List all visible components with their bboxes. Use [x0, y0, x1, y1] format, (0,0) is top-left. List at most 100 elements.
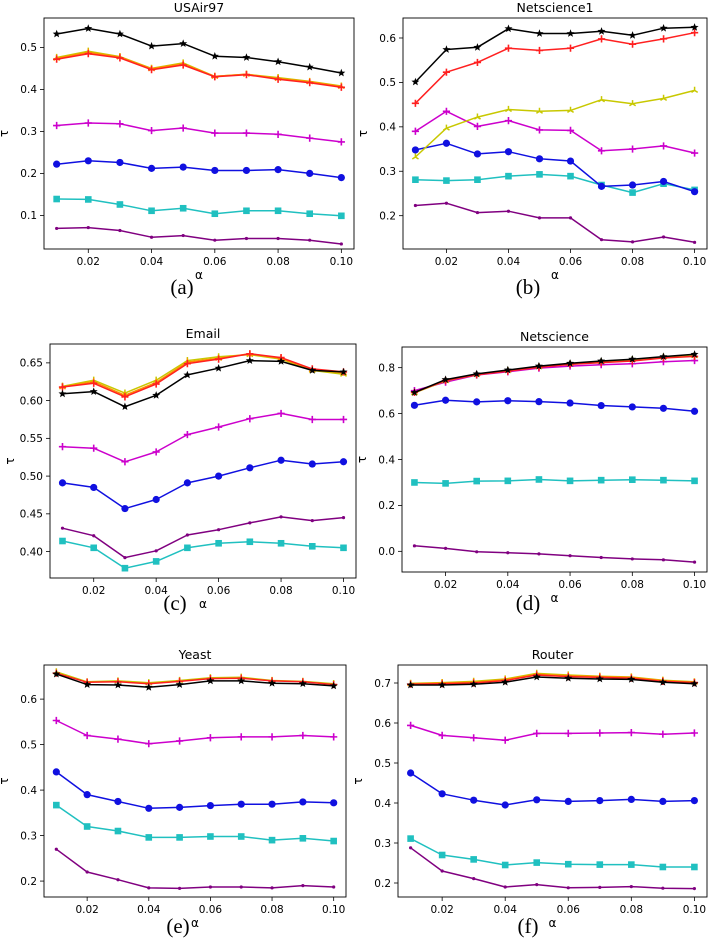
data-point	[211, 129, 219, 137]
data-point	[472, 369, 481, 378]
data-point	[242, 71, 251, 79]
data-point	[629, 189, 636, 196]
data-point	[279, 515, 283, 519]
series-line	[56, 672, 334, 686]
data-point	[597, 147, 606, 155]
series-olive-series	[58, 350, 348, 396]
data-point	[506, 551, 510, 555]
y-tick-label: 0.3	[20, 830, 37, 842]
data-point	[442, 107, 451, 115]
data-point	[473, 43, 482, 51]
data-point	[181, 233, 185, 238]
y-tick-label: 0.55	[20, 433, 43, 445]
data-point	[338, 212, 345, 220]
data-point	[84, 50, 92, 58]
data-point	[299, 798, 307, 806]
data-point	[85, 870, 89, 874]
data-point	[84, 196, 92, 203]
data-point	[661, 558, 666, 562]
chart-panel-2: Netscience1 0.02 0.04 0.06 0.08 0.10 0.2 0.3 0.4…	[356, 0, 708, 282]
x-tick-label: 0.02	[430, 904, 453, 916]
data-point	[268, 836, 276, 844]
data-point	[412, 176, 419, 183]
series-line	[62, 412, 344, 463]
series-line	[56, 198, 342, 217]
data-point	[237, 833, 245, 840]
data-point	[535, 155, 544, 163]
plot-frame	[397, 664, 708, 898]
data-point	[53, 121, 61, 130]
data-point	[566, 126, 575, 134]
data-point	[183, 430, 191, 439]
data-point	[114, 827, 122, 835]
data-point	[597, 35, 606, 43]
series-cyan-series	[53, 195, 345, 220]
data-point	[660, 476, 667, 484]
chart-title: USAir97	[174, 0, 224, 15]
data-point	[660, 94, 668, 102]
data-point	[533, 796, 541, 804]
data-point	[413, 203, 418, 208]
y-tick-label: 0.2	[378, 500, 395, 512]
data-point	[179, 39, 188, 47]
data-point	[473, 58, 482, 67]
plot-frame	[49, 343, 357, 579]
data-point	[246, 538, 254, 546]
data-point	[535, 126, 544, 134]
data-point	[690, 729, 698, 737]
y-tick-label: 0.5	[379, 77, 396, 89]
data-point	[438, 790, 446, 798]
data-point	[242, 53, 251, 61]
data-point	[566, 29, 575, 37]
data-point	[92, 534, 96, 538]
y-tick-label: 0.4	[20, 84, 37, 96]
data-point	[175, 680, 184, 688]
series-magenta-series	[52, 716, 338, 748]
series-purple-series	[412, 544, 697, 564]
x-axis-label: α	[191, 916, 199, 930]
data-point	[59, 537, 66, 545]
data-point	[535, 883, 539, 887]
data-point	[566, 359, 575, 367]
series-purple-series	[409, 846, 696, 891]
x-tick-label: 0.04	[497, 256, 521, 268]
data-point	[503, 365, 512, 374]
x-tick-label: 0.04	[496, 579, 520, 591]
data-point	[535, 476, 543, 483]
series-black-series	[410, 350, 699, 396]
y-tick-label: 0.5	[20, 739, 37, 751]
data-point	[568, 554, 572, 558]
data-point	[208, 885, 213, 889]
data-point	[184, 544, 191, 552]
data-point	[341, 516, 346, 520]
data-point	[690, 188, 699, 196]
x-tick-label: 0.08	[260, 904, 283, 916]
x-tick-label: 0.04	[494, 904, 518, 916]
data-point	[116, 120, 124, 128]
data-point	[215, 423, 223, 431]
series-line	[414, 545, 695, 563]
x-tick-label: 0.08	[621, 579, 644, 591]
y-tick-label: 0.60	[20, 395, 43, 407]
x-tick-label: 0.08	[620, 904, 643, 916]
data-point	[442, 139, 451, 147]
series-line	[414, 31, 695, 104]
data-point	[628, 861, 635, 868]
data-point	[308, 460, 316, 468]
data-point	[628, 31, 637, 39]
data-point	[473, 477, 480, 485]
series-orange-series	[58, 350, 348, 398]
data-point	[277, 456, 285, 464]
series-blue-series	[53, 157, 345, 182]
data-point	[54, 847, 58, 851]
series-line	[55, 771, 334, 810]
data-point	[597, 356, 606, 365]
x-axis-label: α	[551, 268, 559, 282]
data-point	[470, 796, 478, 804]
data-point	[329, 681, 338, 690]
data-point	[630, 240, 635, 244]
y-axis-label: τ	[356, 130, 370, 137]
data-point	[121, 458, 129, 466]
x-tick-label: 0.06	[203, 256, 227, 268]
data-point	[121, 504, 129, 513]
